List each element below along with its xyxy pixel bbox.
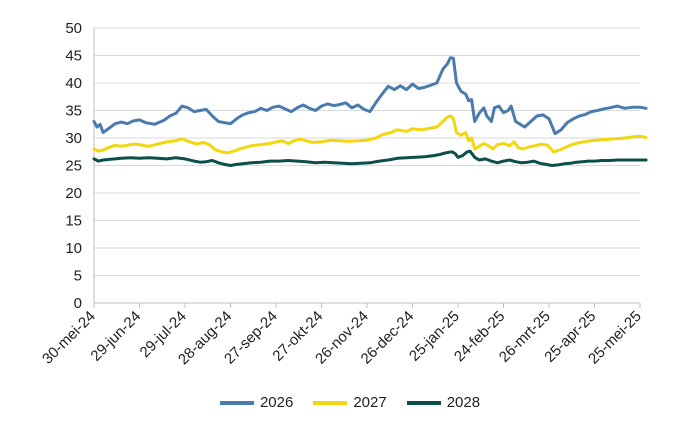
legend-item-2028: 2028	[406, 394, 481, 411]
legend-swatch-2026	[219, 400, 254, 405]
legend-swatch-2027	[313, 400, 348, 405]
legend-label-2027: 2027	[353, 394, 387, 411]
y-tick-label: 15	[65, 213, 82, 230]
legend-item-2027: 2027	[313, 394, 387, 411]
y-tick-label: 30	[65, 130, 82, 147]
legend: 2026 2027 2028	[0, 394, 700, 411]
y-tick-label: 50	[65, 20, 82, 37]
y-tick-label: 40	[65, 75, 82, 92]
gridlines	[94, 27, 640, 276]
axes	[93, 28, 641, 308]
series-line-2026	[92, 56, 648, 136]
series-line-2028	[92, 149, 648, 167]
legend-label-2026: 2026	[259, 394, 294, 411]
legend-swatch-2028	[406, 400, 441, 405]
y-tick-labels: 0 5 10 15 20 25 30 35 40 45 50	[65, 20, 82, 312]
series-line-2027	[92, 114, 648, 155]
series-lines	[92, 56, 648, 167]
y-tick-label: 25	[65, 158, 82, 175]
y-tick-label: 35	[65, 103, 82, 120]
y-tick-label: 45	[65, 48, 82, 65]
x-tick-label: 30-mei-24	[39, 308, 99, 368]
legend-label-2028: 2028	[446, 394, 481, 411]
legend-item-2026: 2026	[219, 394, 294, 411]
y-tick-label: 20	[65, 185, 82, 202]
x-tick-labels: 30-mei-2429-jun-2429-jul-2428-aug-2427-s…	[39, 308, 645, 368]
x-tick-label: 29-jun-24	[87, 308, 144, 365]
y-tick-label: 0	[74, 295, 82, 312]
y-tick-label: 5	[74, 268, 82, 285]
y-tick-label: 10	[65, 240, 82, 257]
